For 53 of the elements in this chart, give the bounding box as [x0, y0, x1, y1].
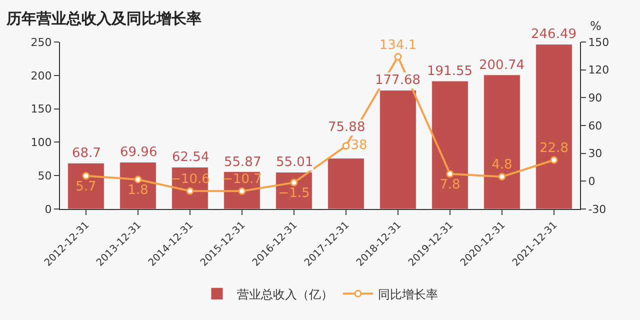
data-label: 7.8: [440, 177, 460, 192]
bar: [432, 80, 468, 209]
point: [550, 156, 558, 164]
y2-tick-label: 120: [588, 64, 610, 77]
y-tick-label: 100: [30, 136, 52, 150]
data-label: 5.7: [76, 179, 96, 194]
y2-axis-title: %: [590, 19, 602, 33]
y-tick-label: 200: [30, 69, 52, 82]
data-label: 1.8: [128, 183, 148, 198]
y2-tick-label: 60: [588, 119, 602, 132]
point: [446, 170, 454, 178]
data-label: 38: [350, 138, 368, 154]
legend-label: 同比增长率: [378, 287, 438, 302]
point: [394, 53, 402, 60]
y-tick-label: 150: [30, 102, 52, 116]
point: [186, 187, 194, 195]
chart-title: 历年营业总收入及同比增长率: [5, 9, 202, 28]
point: [290, 178, 298, 186]
data-label: 75.88: [328, 120, 366, 135]
data-label: 191.55: [427, 64, 472, 79]
bar: [68, 162, 104, 209]
y-tick-label: 250: [30, 36, 52, 49]
bar: [276, 172, 312, 209]
bar: [328, 158, 364, 209]
data-label: 177.68: [375, 73, 420, 88]
legend-label: 营业总收入（亿）: [237, 287, 333, 302]
y2-tick-label: -30: [588, 202, 606, 216]
bar: [120, 162, 156, 209]
y2-tick-label: 90: [588, 92, 602, 105]
point: [342, 142, 350, 150]
data-label: 134.1: [379, 38, 417, 53]
y2-tick-label: 30: [588, 147, 602, 160]
bar: [380, 90, 416, 209]
y2-tick-label: 0: [588, 175, 596, 188]
data-label: 68.7: [72, 146, 101, 161]
data-label: 22.8: [540, 141, 568, 156]
point: [82, 172, 90, 180]
y2-tick-label: 150: [588, 36, 610, 49]
point: [134, 176, 142, 184]
bar: [536, 44, 572, 209]
y-tick-label: 0: [44, 202, 52, 216]
point: [498, 172, 506, 180]
data-label: 200.74: [479, 58, 524, 73]
data-label: −1.5: [278, 186, 310, 202]
data-label: 246.49: [531, 27, 576, 42]
data-label: 4.8: [492, 158, 512, 173]
data-label: 62.54: [172, 150, 210, 165]
bar: [484, 74, 520, 209]
data-label: 55.01: [276, 155, 314, 170]
data-label: 69.96: [120, 145, 158, 160]
data-label: 55.87: [224, 155, 262, 170]
y-tick-label: 50: [38, 169, 52, 182]
point: [238, 187, 246, 195]
